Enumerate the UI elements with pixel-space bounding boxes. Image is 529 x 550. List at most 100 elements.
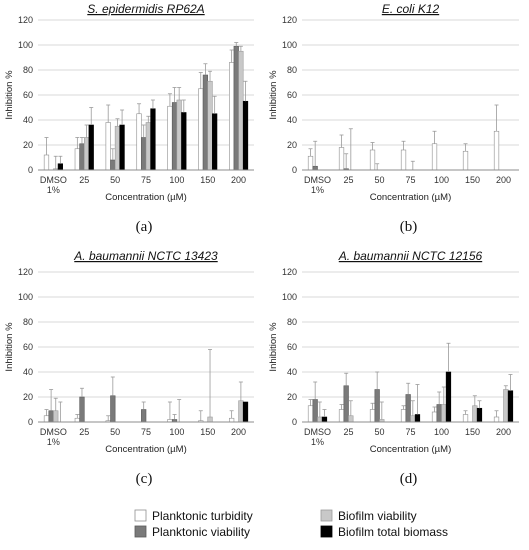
bar (141, 137, 147, 171)
bar (472, 405, 478, 423)
x-tick-label: 50 (110, 427, 120, 437)
legend-swatch (320, 525, 333, 538)
x-tick-label: 25 (79, 175, 89, 185)
bar (110, 159, 116, 171)
legend-entry: Biofilm total biomass (338, 525, 448, 539)
y-tick-label: 20 (23, 392, 33, 402)
x-tick-label: 100 (434, 427, 449, 437)
bar (43, 154, 50, 171)
y-tick-label: 60 (287, 90, 297, 100)
y-tick-label: 0 (28, 417, 33, 427)
bar (136, 113, 142, 171)
legend-swatch (134, 509, 147, 522)
x-axis-label: Concentration (µM) (105, 444, 187, 455)
bar (242, 401, 249, 423)
bar (105, 122, 111, 171)
bar (493, 416, 500, 423)
y-tick-label: 40 (287, 115, 297, 125)
bar (110, 395, 116, 423)
chart-title: S. epidermidis RP62A (87, 2, 204, 16)
bar (57, 163, 63, 171)
legend-entry: Planktonic viability (152, 525, 250, 539)
bar (181, 112, 187, 171)
x-tick-label: 25 (343, 427, 353, 437)
x-tick-label: 1% (47, 437, 60, 447)
y-axis-label: Inhibition % (4, 70, 15, 120)
chart-title: A. baumannii NCTC 12156 (338, 249, 483, 263)
x-tick-label: DMSO (40, 427, 67, 437)
y-tick-label: 0 (292, 165, 297, 175)
bar (207, 80, 213, 171)
x-tick-label: 150 (200, 427, 215, 437)
y-tick-label: 100 (18, 292, 33, 302)
y-tick-label: 0 (28, 165, 33, 175)
y-tick-label: 60 (287, 342, 297, 352)
x-tick-label: 150 (200, 175, 215, 185)
x-tick-label: 200 (231, 427, 246, 437)
bar (410, 415, 416, 423)
bar (493, 130, 500, 171)
x-axis-label: Concentration (µM) (370, 444, 452, 455)
bar (348, 415, 354, 423)
bar (321, 416, 328, 423)
bar (338, 409, 345, 423)
bar (436, 404, 442, 423)
x-tick-label: 200 (496, 175, 511, 185)
x-tick-label: 100 (169, 427, 184, 437)
panel-label: (d) (400, 471, 418, 487)
legend-swatch (134, 525, 147, 538)
x-tick-label: DMSO (304, 427, 331, 437)
bar (462, 414, 469, 423)
x-tick-label: 100 (169, 175, 184, 185)
bar (119, 124, 125, 171)
legend-entry: Planktonic turbidity (152, 509, 253, 523)
y-axis-label: Inhibition % (4, 322, 15, 372)
x-tick-label: 75 (405, 427, 415, 437)
x-tick-label: 150 (465, 175, 480, 185)
y-axis-label: Inhibition % (268, 322, 279, 372)
bar (88, 124, 94, 171)
y-tick-label: 100 (18, 40, 33, 50)
bar (405, 394, 411, 423)
bar (238, 50, 244, 171)
y-tick-label: 20 (287, 392, 297, 402)
x-tick-label: DMSO (40, 175, 67, 185)
x-axis-label: Concentration (µM) (370, 192, 452, 203)
bar (374, 389, 380, 423)
bar (233, 45, 239, 171)
bar (48, 410, 54, 423)
bar (74, 148, 80, 171)
bar (307, 155, 314, 171)
bar (145, 122, 151, 171)
bar (414, 414, 421, 423)
legend-entry: Biofilm viability (338, 509, 417, 523)
x-tick-label: 1% (311, 437, 324, 447)
y-tick-label: 60 (23, 90, 33, 100)
y-tick-label: 40 (287, 367, 297, 377)
y-tick-label: 40 (23, 367, 33, 377)
bar (431, 411, 438, 423)
bar (312, 165, 318, 171)
y-tick-label: 40 (23, 115, 33, 125)
bar (307, 405, 314, 423)
legend-swatch (320, 509, 333, 522)
chart-title: A. baumannii NCTC 13423 (73, 249, 218, 263)
x-tick-label: DMSO (304, 175, 331, 185)
legend: Planktonic turbidity Planktonic viability… (134, 509, 448, 539)
bar (114, 125, 121, 171)
x-tick-label: 200 (231, 175, 246, 185)
x-tick-label: 200 (496, 427, 511, 437)
bar (79, 396, 85, 423)
bar (338, 147, 345, 171)
bar (229, 62, 235, 171)
y-tick-label: 20 (23, 140, 33, 150)
bar (312, 399, 318, 423)
x-tick-label: 50 (374, 175, 384, 185)
bar (53, 410, 59, 423)
bar (238, 400, 244, 423)
